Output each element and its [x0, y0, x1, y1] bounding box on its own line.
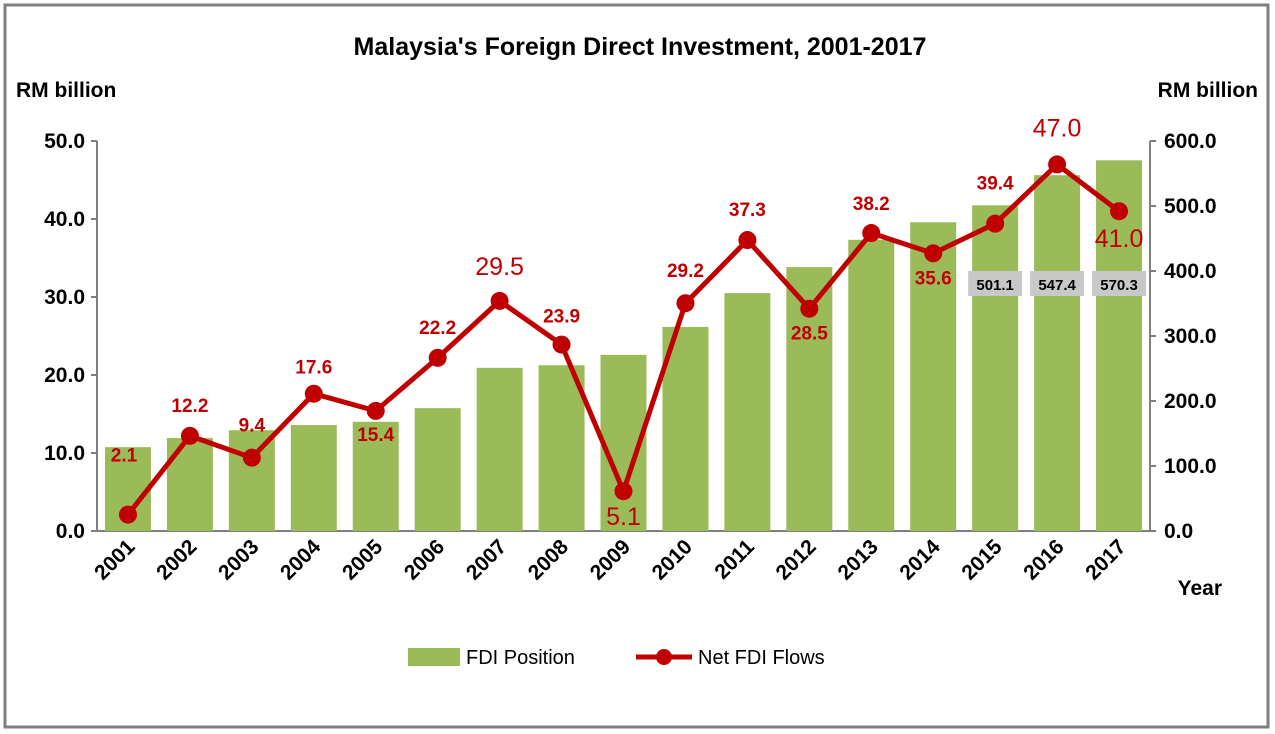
left-tick-label: 10.0: [44, 442, 85, 465]
bar-fdi-position: [290, 425, 337, 531]
bar-fdi-position: [166, 438, 213, 531]
bar-data-label: 570.3: [1100, 277, 1138, 294]
left-tick-label: 30.0: [44, 286, 85, 309]
right-axis-unit: RM billion: [1158, 79, 1258, 102]
left-tick-label: 0.0: [56, 520, 85, 543]
net-fdi-flows-point: [242, 448, 261, 467]
left-tick-label: 40.0: [44, 208, 85, 231]
net-fdi-flows-point: [428, 348, 447, 367]
bar-fdi-position: [1034, 175, 1081, 531]
bar-label-box: [1030, 271, 1085, 296]
net-fdi-flows-point: [366, 401, 385, 420]
line-data-label: 38.2: [853, 194, 890, 215]
bar-data-label: 547.4: [1038, 277, 1076, 294]
line-data-label: 2.1: [111, 446, 138, 467]
line-data-label: 41.0: [1095, 225, 1144, 253]
legend: FDI Position Net FDI Flows: [408, 647, 825, 669]
bar-fdi-position: [538, 365, 585, 531]
right-tick-label: 500.0: [1164, 195, 1217, 218]
line-data-label: 9.4: [239, 416, 266, 437]
legend-label-net-fdi-flows: Net FDI Flows: [698, 647, 825, 669]
line-data-label: 28.5: [791, 324, 828, 345]
bar-fdi-position: [662, 326, 709, 531]
net-fdi-flows-point: [986, 214, 1005, 233]
left-tick-label: 50.0: [44, 130, 85, 153]
line-data-label: 17.6: [295, 358, 332, 379]
bar-fdi-position: [724, 293, 771, 531]
net-fdi-flows-point: [738, 231, 757, 250]
right-tick-label: 200.0: [1164, 390, 1217, 413]
bar-fdi-position: [1096, 160, 1143, 531]
line-data-label: 5.1: [606, 503, 641, 531]
bar-fdi-position: [972, 205, 1019, 531]
net-fdi-flows-point: [614, 482, 633, 501]
x-axis-title: Year: [1178, 577, 1222, 600]
bar-label-box: [968, 271, 1023, 296]
right-tick-label: 0.0: [1164, 520, 1193, 543]
net-fdi-flows-point: [800, 299, 819, 318]
bar-fdi-position: [352, 421, 399, 531]
legend-label-fdi-position: FDI Position: [466, 647, 575, 669]
line-data-label: 35.6: [915, 268, 952, 289]
line-data-label: 22.2: [419, 318, 456, 339]
bar-fdi-position: [910, 222, 957, 531]
right-tick-label: 300.0: [1164, 325, 1217, 348]
line-data-label: 29.5: [475, 253, 524, 281]
right-tick-label: 100.0: [1164, 455, 1217, 478]
legend-swatch-fdi-position: [408, 648, 460, 666]
left-axis-unit: RM billion: [16, 79, 116, 102]
net-fdi-flows-point: [552, 335, 571, 354]
net-fdi-flows-point: [676, 294, 695, 313]
line-data-label: 47.0: [1033, 114, 1082, 142]
net-fdi-flows-point: [490, 291, 509, 310]
line-data-label: 37.3: [729, 200, 766, 221]
line-data-label: 15.4: [357, 425, 394, 446]
right-tick-label: 400.0: [1164, 260, 1217, 283]
legend-swatch-marker: [656, 649, 672, 665]
bar-fdi-position: [476, 367, 523, 531]
net-fdi-flows-point: [304, 384, 323, 403]
right-tick-label: 600.0: [1164, 130, 1217, 153]
bar-fdi-position: [848, 239, 895, 532]
net-fdi-flows-point: [1048, 155, 1067, 174]
line-data-label: 12.2: [171, 396, 208, 417]
bar-label-box: [1092, 271, 1147, 296]
bar-fdi-position: [414, 408, 461, 531]
net-fdi-flows-point: [924, 244, 943, 263]
chart-title: Malaysia's Foreign Direct Investment, 20…: [354, 33, 927, 61]
line-data-label: 39.4: [977, 174, 1014, 195]
net-fdi-flows-point: [1110, 202, 1129, 221]
bar-fdi-position: [228, 430, 275, 531]
net-fdi-flows-point: [180, 426, 199, 445]
line-data-label: 23.9: [543, 307, 580, 328]
left-tick-label: 20.0: [44, 364, 85, 387]
net-fdi-flows-point: [118, 505, 137, 524]
line-data-label: 29.2: [667, 261, 704, 282]
bar-data-label: 501.1: [976, 277, 1014, 294]
net-fdi-flows-point: [862, 224, 881, 243]
